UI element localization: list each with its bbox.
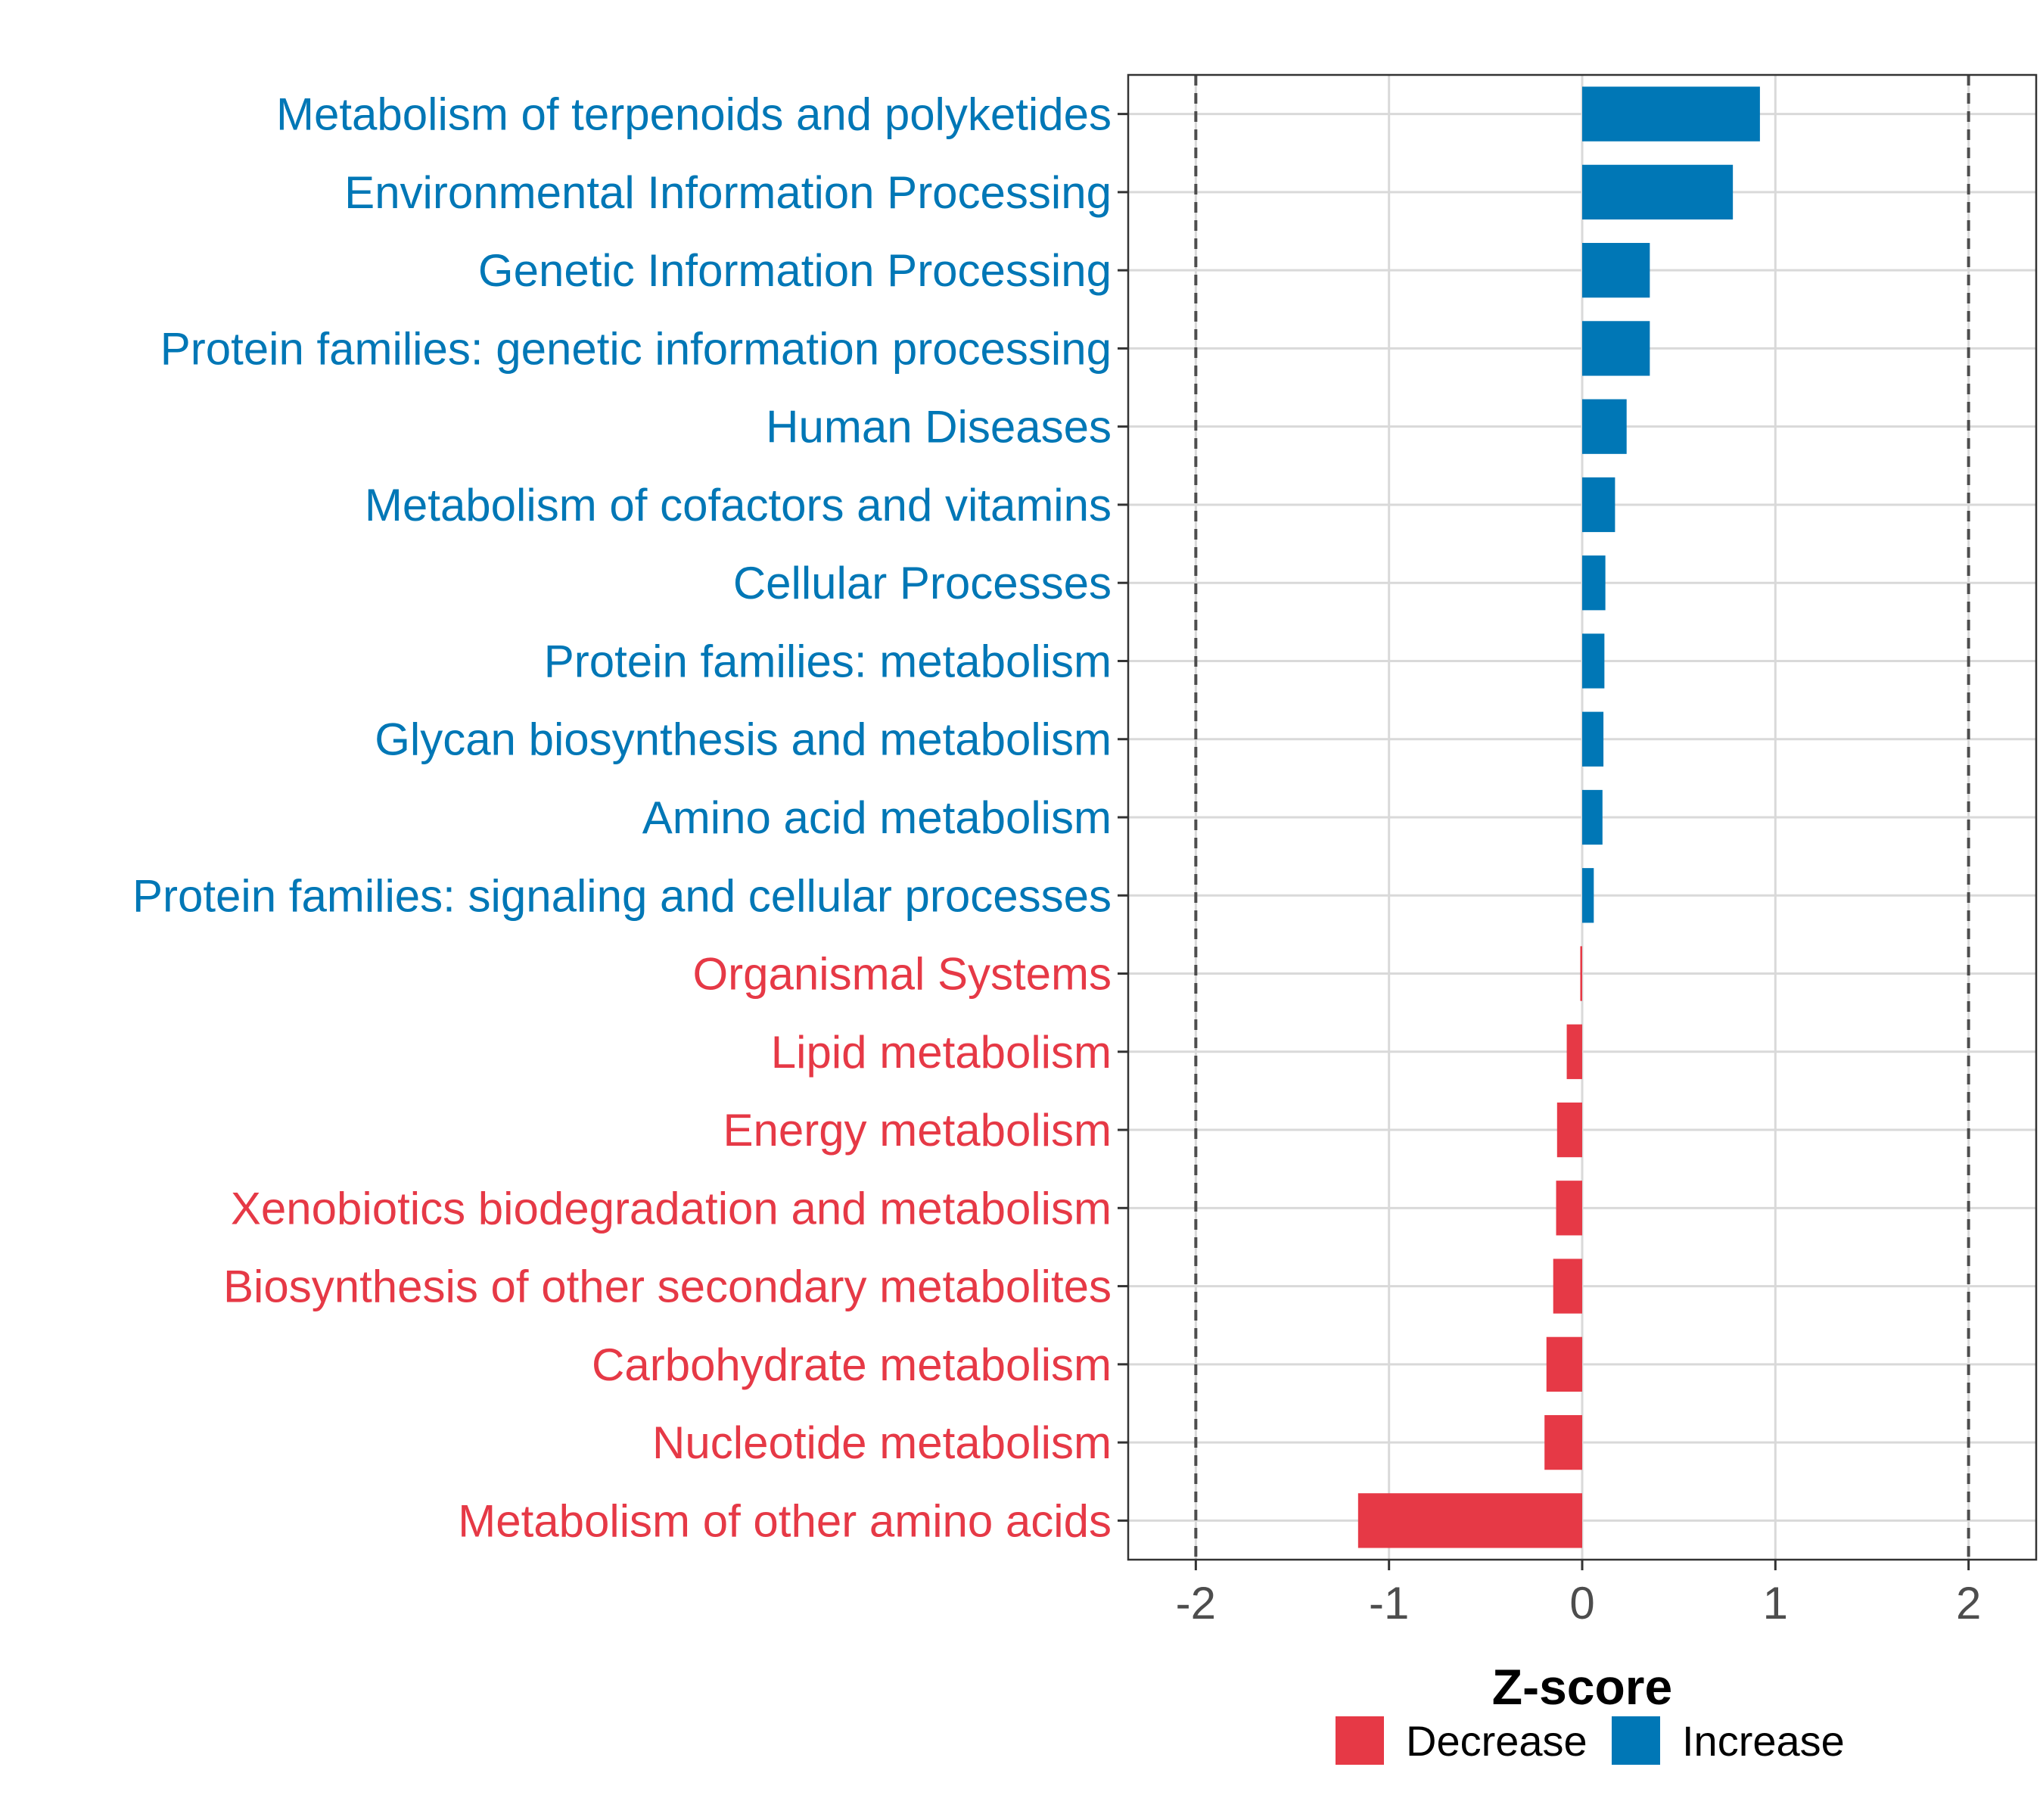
- x-axis-title: Z-score: [1492, 1659, 1672, 1715]
- legend-swatch-increase: [1612, 1716, 1660, 1765]
- category-label: Xenobiotics biodegradation and metabolis…: [231, 1183, 1112, 1234]
- category-label: Glycan biosynthesis and metabolism: [375, 714, 1112, 765]
- bar-decrease: [1553, 1258, 1582, 1314]
- bar-decrease: [1556, 1102, 1582, 1158]
- y-axis-ticks: [1118, 113, 1128, 1522]
- bar-decrease: [1556, 1181, 1582, 1236]
- bars-layer: [1357, 86, 1760, 1548]
- bar-decrease: [1544, 1414, 1582, 1470]
- bar-increase: [1582, 243, 1650, 298]
- x-tick-label: 2: [1956, 1578, 1981, 1629]
- category-label: Protein families: signaling and cellular…: [132, 870, 1112, 921]
- bar-increase: [1582, 868, 1594, 923]
- category-label: Cellular Processes: [733, 558, 1112, 608]
- category-label: Genetic Information Processing: [478, 245, 1112, 296]
- category-label: Lipid metabolism: [771, 1027, 1112, 1078]
- bar-decrease: [1357, 1493, 1582, 1548]
- x-axis-ticks: -2 -1 0 1 2: [1176, 1560, 1981, 1629]
- legend: Decrease Increase: [1336, 1716, 1845, 1765]
- bar-increase: [1582, 321, 1650, 376]
- bar-decrease: [1546, 1336, 1582, 1392]
- category-label: Amino acid metabolism: [642, 792, 1112, 843]
- category-label: Energy metabolism: [723, 1105, 1112, 1156]
- bar-increase: [1582, 164, 1734, 220]
- category-label: Organismal Systems: [693, 949, 1112, 1000]
- x-tick-label: 0: [1569, 1578, 1594, 1629]
- category-label: Carbohydrate metabolism: [592, 1339, 1112, 1390]
- bar-decrease: [1566, 1024, 1582, 1079]
- bar-increase: [1582, 477, 1615, 533]
- bar-increase: [1582, 399, 1627, 454]
- category-label: Human Diseases: [766, 402, 1112, 453]
- bar-increase: [1582, 633, 1605, 689]
- bar-increase: [1582, 711, 1604, 767]
- x-tick-label: 1: [1763, 1578, 1788, 1629]
- legend-label-decrease: Decrease: [1406, 1717, 1587, 1765]
- bar-increase: [1582, 555, 1606, 611]
- category-label: Environmental Information Processing: [344, 167, 1112, 218]
- legend-label-increase: Increase: [1682, 1717, 1845, 1765]
- category-label: Protein families: genetic information pr…: [160, 323, 1112, 374]
- bar-increase: [1582, 86, 1760, 142]
- category-label: Metabolism of terpenoids and polyketides: [276, 89, 1112, 140]
- x-tick-label: -2: [1176, 1578, 1216, 1629]
- bar-increase: [1582, 789, 1603, 845]
- category-labels: Metabolism of terpenoids and polyketides…: [132, 89, 1112, 1547]
- category-label: Nucleotide metabolism: [652, 1417, 1112, 1468]
- bar-decrease: [1580, 946, 1582, 1001]
- reference-lines: [1194, 75, 1970, 1560]
- legend-swatch-decrease: [1336, 1716, 1384, 1765]
- category-label: Metabolism of cofactors and vitamins: [365, 480, 1112, 530]
- x-tick-label: -1: [1369, 1578, 1409, 1629]
- category-label: Protein families: metabolism: [544, 636, 1112, 686]
- category-label: Biosynthesis of other secondary metaboli…: [223, 1262, 1112, 1312]
- category-label: Metabolism of other amino acids: [458, 1495, 1112, 1546]
